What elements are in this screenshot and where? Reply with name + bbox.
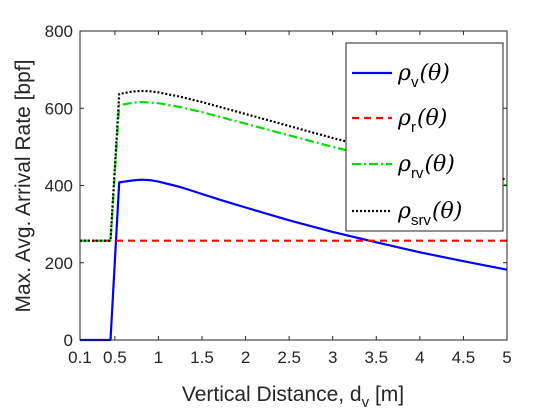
legend-subscript: r: [411, 119, 416, 136]
legend-subscript: srv: [411, 212, 431, 229]
x-axis-label: Vertical Distance, dv [m]: [182, 383, 404, 411]
x-tick-label: 1: [154, 348, 163, 367]
x-tick-label: 4.5: [452, 348, 476, 367]
x-axis-label-unit: [m]: [369, 383, 404, 406]
x-tick-label: 0.1: [68, 348, 92, 367]
legend-entry-rv: ρrv(θ): [397, 152, 455, 182]
x-tick-label: 2.5: [277, 348, 301, 367]
x-tick-label: 4: [415, 348, 424, 367]
legend-symbol: ρ: [397, 199, 411, 224]
x-tick-label: 1.5: [190, 348, 214, 367]
legend-entry-r: ρr(θ): [397, 106, 447, 136]
y-tick-label: 800: [45, 22, 73, 41]
legend: ρv(θ)ρr(θ)ρrv(θ)ρsrv(θ): [345, 42, 504, 232]
legend-argument: (θ): [424, 152, 454, 177]
legend-symbol: ρ: [397, 106, 411, 131]
legend-entry-srv: ρsrv(θ): [397, 199, 462, 229]
y-tick-label: 600: [45, 99, 73, 118]
series-line-v: [80, 178, 508, 342]
legend-argument: (θ): [417, 106, 447, 131]
legend-subscript: v: [411, 74, 419, 91]
x-axis-label-sub: v: [362, 394, 370, 411]
x-tick-label: 0.5: [103, 348, 127, 367]
x-axis-label-main: Vertical Distance, d: [182, 383, 362, 406]
legend-symbol: ρ: [397, 152, 411, 177]
ticks: 0.1 0.5 1 1.5 2 2.5 3 3.5 4 4.5 5 0 200 400 600 800: [45, 22, 512, 367]
y-tick-label: 400: [45, 177, 73, 196]
x-tick-label: 3: [328, 348, 337, 367]
y-axis-label: Max. Avg. Arrival Rate [bpf]: [12, 60, 35, 313]
legend-argument: (θ): [432, 199, 462, 224]
series-line-rv: [80, 100, 508, 242]
legend-symbol: ρ: [397, 61, 411, 86]
y-tick-label: 0: [64, 331, 73, 350]
legend-subscript: rv: [411, 165, 424, 182]
legend-entry-v: ρv(θ): [397, 61, 450, 91]
x-tick-label: 3.5: [364, 348, 388, 367]
x-tick-label: 2: [241, 348, 250, 367]
legend-argument: (θ): [419, 61, 449, 86]
y-tick-label: 200: [45, 254, 73, 273]
x-tick-label: 5: [502, 348, 511, 367]
